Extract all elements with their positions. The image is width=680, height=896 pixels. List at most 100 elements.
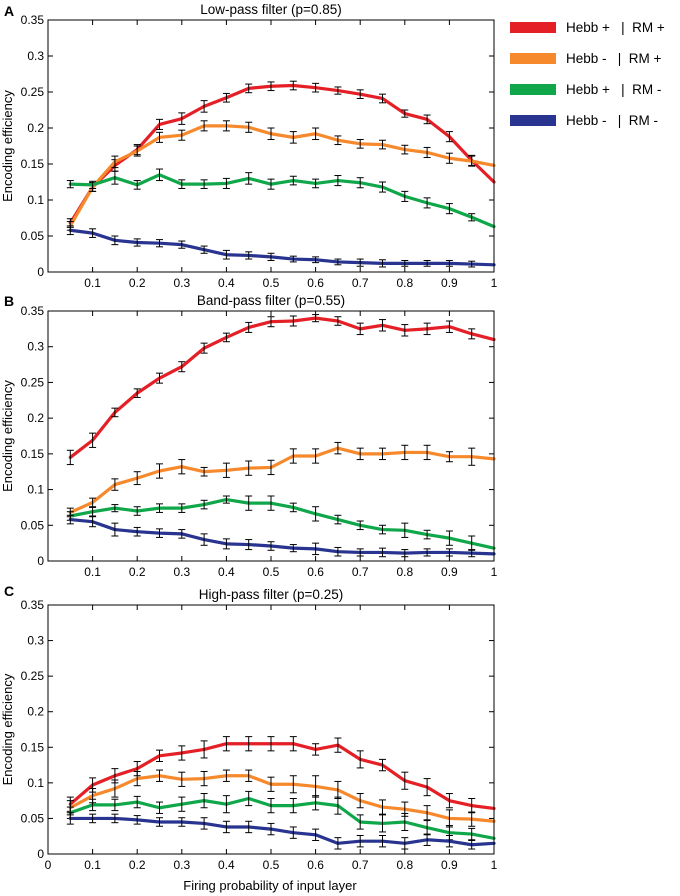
error-bar — [222, 795, 230, 814]
error-bar — [289, 175, 297, 186]
error-bar — [379, 547, 386, 558]
y-tick-label: 0.3 — [27, 49, 44, 63]
error-bar — [267, 252, 275, 261]
y-tick-label: 0.25 — [21, 669, 45, 683]
error-bar — [245, 736, 253, 752]
error-bar — [133, 238, 141, 247]
error-bar — [379, 814, 386, 833]
series-line — [68, 83, 496, 225]
series-line — [68, 497, 496, 550]
y-tick-label: 0 — [37, 847, 44, 861]
error-bar — [178, 459, 186, 475]
error-bar — [200, 817, 208, 830]
y-tick-label: 0.05 — [21, 229, 45, 243]
error-bar — [423, 805, 431, 821]
error-bar — [200, 342, 208, 354]
x-tick-label: 0.8 — [396, 565, 413, 579]
error-bar — [289, 255, 297, 263]
error-bar — [312, 314, 320, 323]
error-bar — [401, 837, 409, 850]
error-bar — [312, 127, 320, 141]
error-bar — [267, 316, 275, 328]
error-bar — [111, 779, 119, 798]
error-bar — [445, 152, 453, 164]
error-bar — [356, 258, 364, 267]
error-bar — [156, 168, 163, 182]
legend-swatch-hebb-minus-rm-minus — [510, 115, 556, 126]
error-bar — [334, 837, 342, 850]
y-tick-label: 0.35 — [21, 304, 45, 318]
error-bar — [133, 815, 141, 825]
error-bar — [401, 812, 409, 832]
error-bar — [423, 146, 431, 159]
error-bar — [356, 322, 364, 336]
error-bar — [334, 86, 342, 95]
error-bar — [312, 506, 320, 522]
error-bar — [222, 249, 230, 260]
error-bar — [200, 740, 208, 759]
error-bar — [356, 447, 364, 461]
error-bar — [66, 449, 74, 466]
error-bar — [156, 372, 163, 384]
panel-c-high-pass-chart: High-pass filter (p=0.25) Encoding effici… — [0, 587, 498, 872]
error-bar — [245, 121, 253, 133]
error-bar — [312, 256, 320, 264]
plot-frame — [47, 19, 495, 273]
error-bar — [89, 228, 97, 238]
error-bar — [111, 170, 119, 185]
series-line — [68, 796, 496, 840]
panel-a-title: Low-pass filter (p=0.85) — [200, 2, 341, 17]
error-bar — [178, 129, 186, 141]
y-tick-label: 0 — [37, 265, 44, 279]
error-bar — [156, 118, 163, 130]
x-tick-label: 0.9 — [441, 276, 458, 290]
error-bar — [245, 83, 253, 94]
error-bar — [445, 548, 453, 557]
error-bar — [445, 835, 453, 848]
error-bar — [423, 259, 431, 267]
error-bar — [289, 826, 297, 839]
panel-letter-b: B — [4, 293, 14, 309]
y-tick-label: 0.15 — [21, 447, 45, 461]
error-bar — [200, 100, 208, 113]
x-tick-label: 0.5 — [263, 276, 280, 290]
error-bar — [289, 544, 297, 553]
error-bar — [334, 546, 342, 557]
error-bar — [312, 795, 320, 811]
error-bar — [379, 835, 386, 848]
panel-c-title: High-pass filter (p=0.25) — [199, 587, 343, 602]
error-bar — [312, 448, 320, 464]
error-bar — [89, 516, 97, 528]
series-a-2 — [66, 168, 496, 229]
error-bar — [245, 820, 253, 834]
plot-frame — [47, 310, 495, 562]
error-bar — [267, 81, 275, 92]
series-a-1 — [66, 120, 496, 231]
panel-letter-c: C — [4, 583, 14, 599]
error-bar — [401, 144, 409, 155]
error-bar — [334, 135, 342, 146]
y-tick-label: 0.1 — [27, 483, 44, 497]
legend-label-hebb-plus-rm-plus: Hebb + | RM + — [566, 20, 665, 35]
series-line — [68, 517, 496, 556]
error-bar — [89, 506, 97, 517]
error-bar — [178, 112, 186, 125]
error-bar — [312, 743, 320, 756]
x-tick-label: 0.5 — [263, 565, 280, 579]
error-bar — [379, 93, 386, 104]
error-bar — [334, 796, 342, 815]
error-bar — [267, 127, 275, 141]
legend-swatch-hebb-minus-rm-plus — [510, 53, 556, 64]
y-tick-label: 0 — [37, 554, 44, 568]
error-bar — [245, 251, 253, 260]
error-bar — [133, 145, 141, 157]
legend-swatch-hebb-plus-rm-minus — [510, 84, 556, 95]
error-bar — [133, 526, 141, 537]
error-bar — [468, 213, 476, 222]
error-bar — [356, 520, 364, 531]
legend-label-hebb-plus-rm-minus: Hebb + | RM - — [566, 82, 661, 97]
error-bar — [222, 332, 230, 343]
error-bar — [312, 82, 320, 93]
error-bar — [423, 444, 431, 461]
error-bar — [111, 798, 119, 812]
